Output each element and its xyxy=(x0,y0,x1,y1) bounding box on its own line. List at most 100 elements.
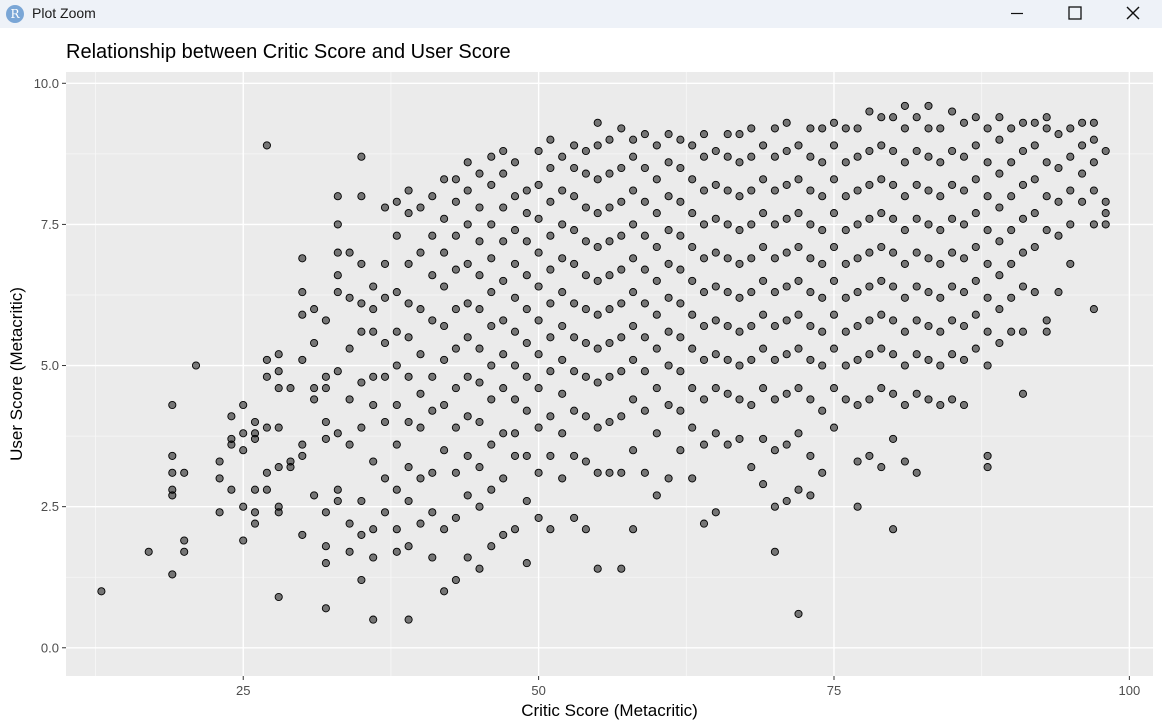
data-point xyxy=(759,209,768,218)
data-point xyxy=(688,474,697,483)
data-point xyxy=(912,113,921,122)
data-point xyxy=(440,400,449,410)
data-point xyxy=(664,327,673,336)
data-point xyxy=(404,372,413,381)
data-point xyxy=(912,214,921,223)
data-point xyxy=(357,378,366,387)
data-point xyxy=(971,175,980,184)
data-point xyxy=(806,186,815,195)
data-point xyxy=(818,124,827,133)
data-point xyxy=(570,141,579,150)
data-point xyxy=(357,299,366,308)
data-point xyxy=(747,220,756,229)
data-point xyxy=(629,321,638,331)
data-point xyxy=(522,559,531,568)
data-point xyxy=(1030,175,1039,184)
data-point xyxy=(593,423,602,432)
data-point xyxy=(900,259,909,268)
data-point xyxy=(510,395,520,404)
data-point xyxy=(570,299,579,308)
data-point xyxy=(794,209,803,218)
data-point xyxy=(333,220,342,229)
data-point xyxy=(357,259,366,268)
data-point xyxy=(593,118,602,127)
data-point xyxy=(369,282,378,291)
data-point xyxy=(711,508,720,517)
data-point xyxy=(924,101,933,110)
data-point xyxy=(770,254,779,263)
data-point xyxy=(333,192,342,201)
data-point xyxy=(416,350,425,359)
data-point xyxy=(404,299,413,308)
data-point xyxy=(369,372,378,381)
y-tick-label: 2.5 xyxy=(41,499,59,514)
data-point xyxy=(168,468,177,477)
data-point xyxy=(818,361,827,370)
data-point xyxy=(770,446,779,455)
data-point xyxy=(321,542,330,551)
data-point xyxy=(652,242,661,252)
data-point xyxy=(274,423,283,432)
data-point xyxy=(770,124,779,133)
data-point xyxy=(782,248,791,257)
data-point xyxy=(723,220,732,229)
data-point xyxy=(428,231,437,240)
data-point xyxy=(971,276,980,285)
close-button[interactable] xyxy=(1104,0,1162,28)
data-point xyxy=(794,175,803,184)
data-point xyxy=(239,536,248,545)
data-point xyxy=(829,175,839,184)
data-point xyxy=(522,186,531,195)
data-point xyxy=(345,293,354,302)
data-point xyxy=(711,316,720,325)
data-point xyxy=(723,440,732,449)
data-point xyxy=(534,214,543,223)
data-point xyxy=(806,124,815,133)
data-point xyxy=(487,361,496,370)
data-point xyxy=(747,152,756,161)
data-point xyxy=(534,384,543,393)
data-point xyxy=(321,372,330,381)
data-point xyxy=(558,254,567,263)
data-point xyxy=(357,423,366,432)
data-point xyxy=(806,451,815,460)
data-point xyxy=(676,163,685,173)
data-point xyxy=(274,367,283,376)
data-point xyxy=(865,214,874,223)
data-point xyxy=(995,113,1004,122)
x-tick-label: 25 xyxy=(236,683,250,698)
minimize-button[interactable] xyxy=(988,0,1046,28)
data-point xyxy=(912,389,921,398)
data-point xyxy=(345,519,354,528)
maximize-button[interactable] xyxy=(1046,0,1104,28)
data-point xyxy=(853,124,862,133)
data-point xyxy=(321,316,330,325)
data-point xyxy=(912,350,921,359)
data-point xyxy=(558,186,567,195)
data-point xyxy=(605,372,614,381)
data-point xyxy=(581,146,590,156)
data-point xyxy=(428,508,437,517)
data-point xyxy=(829,423,839,432)
data-point xyxy=(345,395,354,404)
data-point xyxy=(262,468,271,477)
data-point xyxy=(971,209,980,218)
data-point xyxy=(357,152,366,161)
data-point xyxy=(487,152,496,161)
data-point xyxy=(345,547,354,556)
data-point xyxy=(416,305,425,314)
data-point xyxy=(818,158,827,167)
data-point xyxy=(250,417,260,427)
data-point xyxy=(499,384,508,393)
data-point xyxy=(392,547,401,556)
data-point xyxy=(959,220,969,229)
data-point xyxy=(404,186,413,195)
data-point xyxy=(298,530,307,539)
data-point xyxy=(794,242,803,252)
data-point xyxy=(948,282,957,291)
data-point xyxy=(1089,186,1098,195)
data-point xyxy=(487,220,496,229)
data-point xyxy=(1030,141,1039,150)
data-point xyxy=(759,310,768,319)
data-point xyxy=(581,372,590,381)
